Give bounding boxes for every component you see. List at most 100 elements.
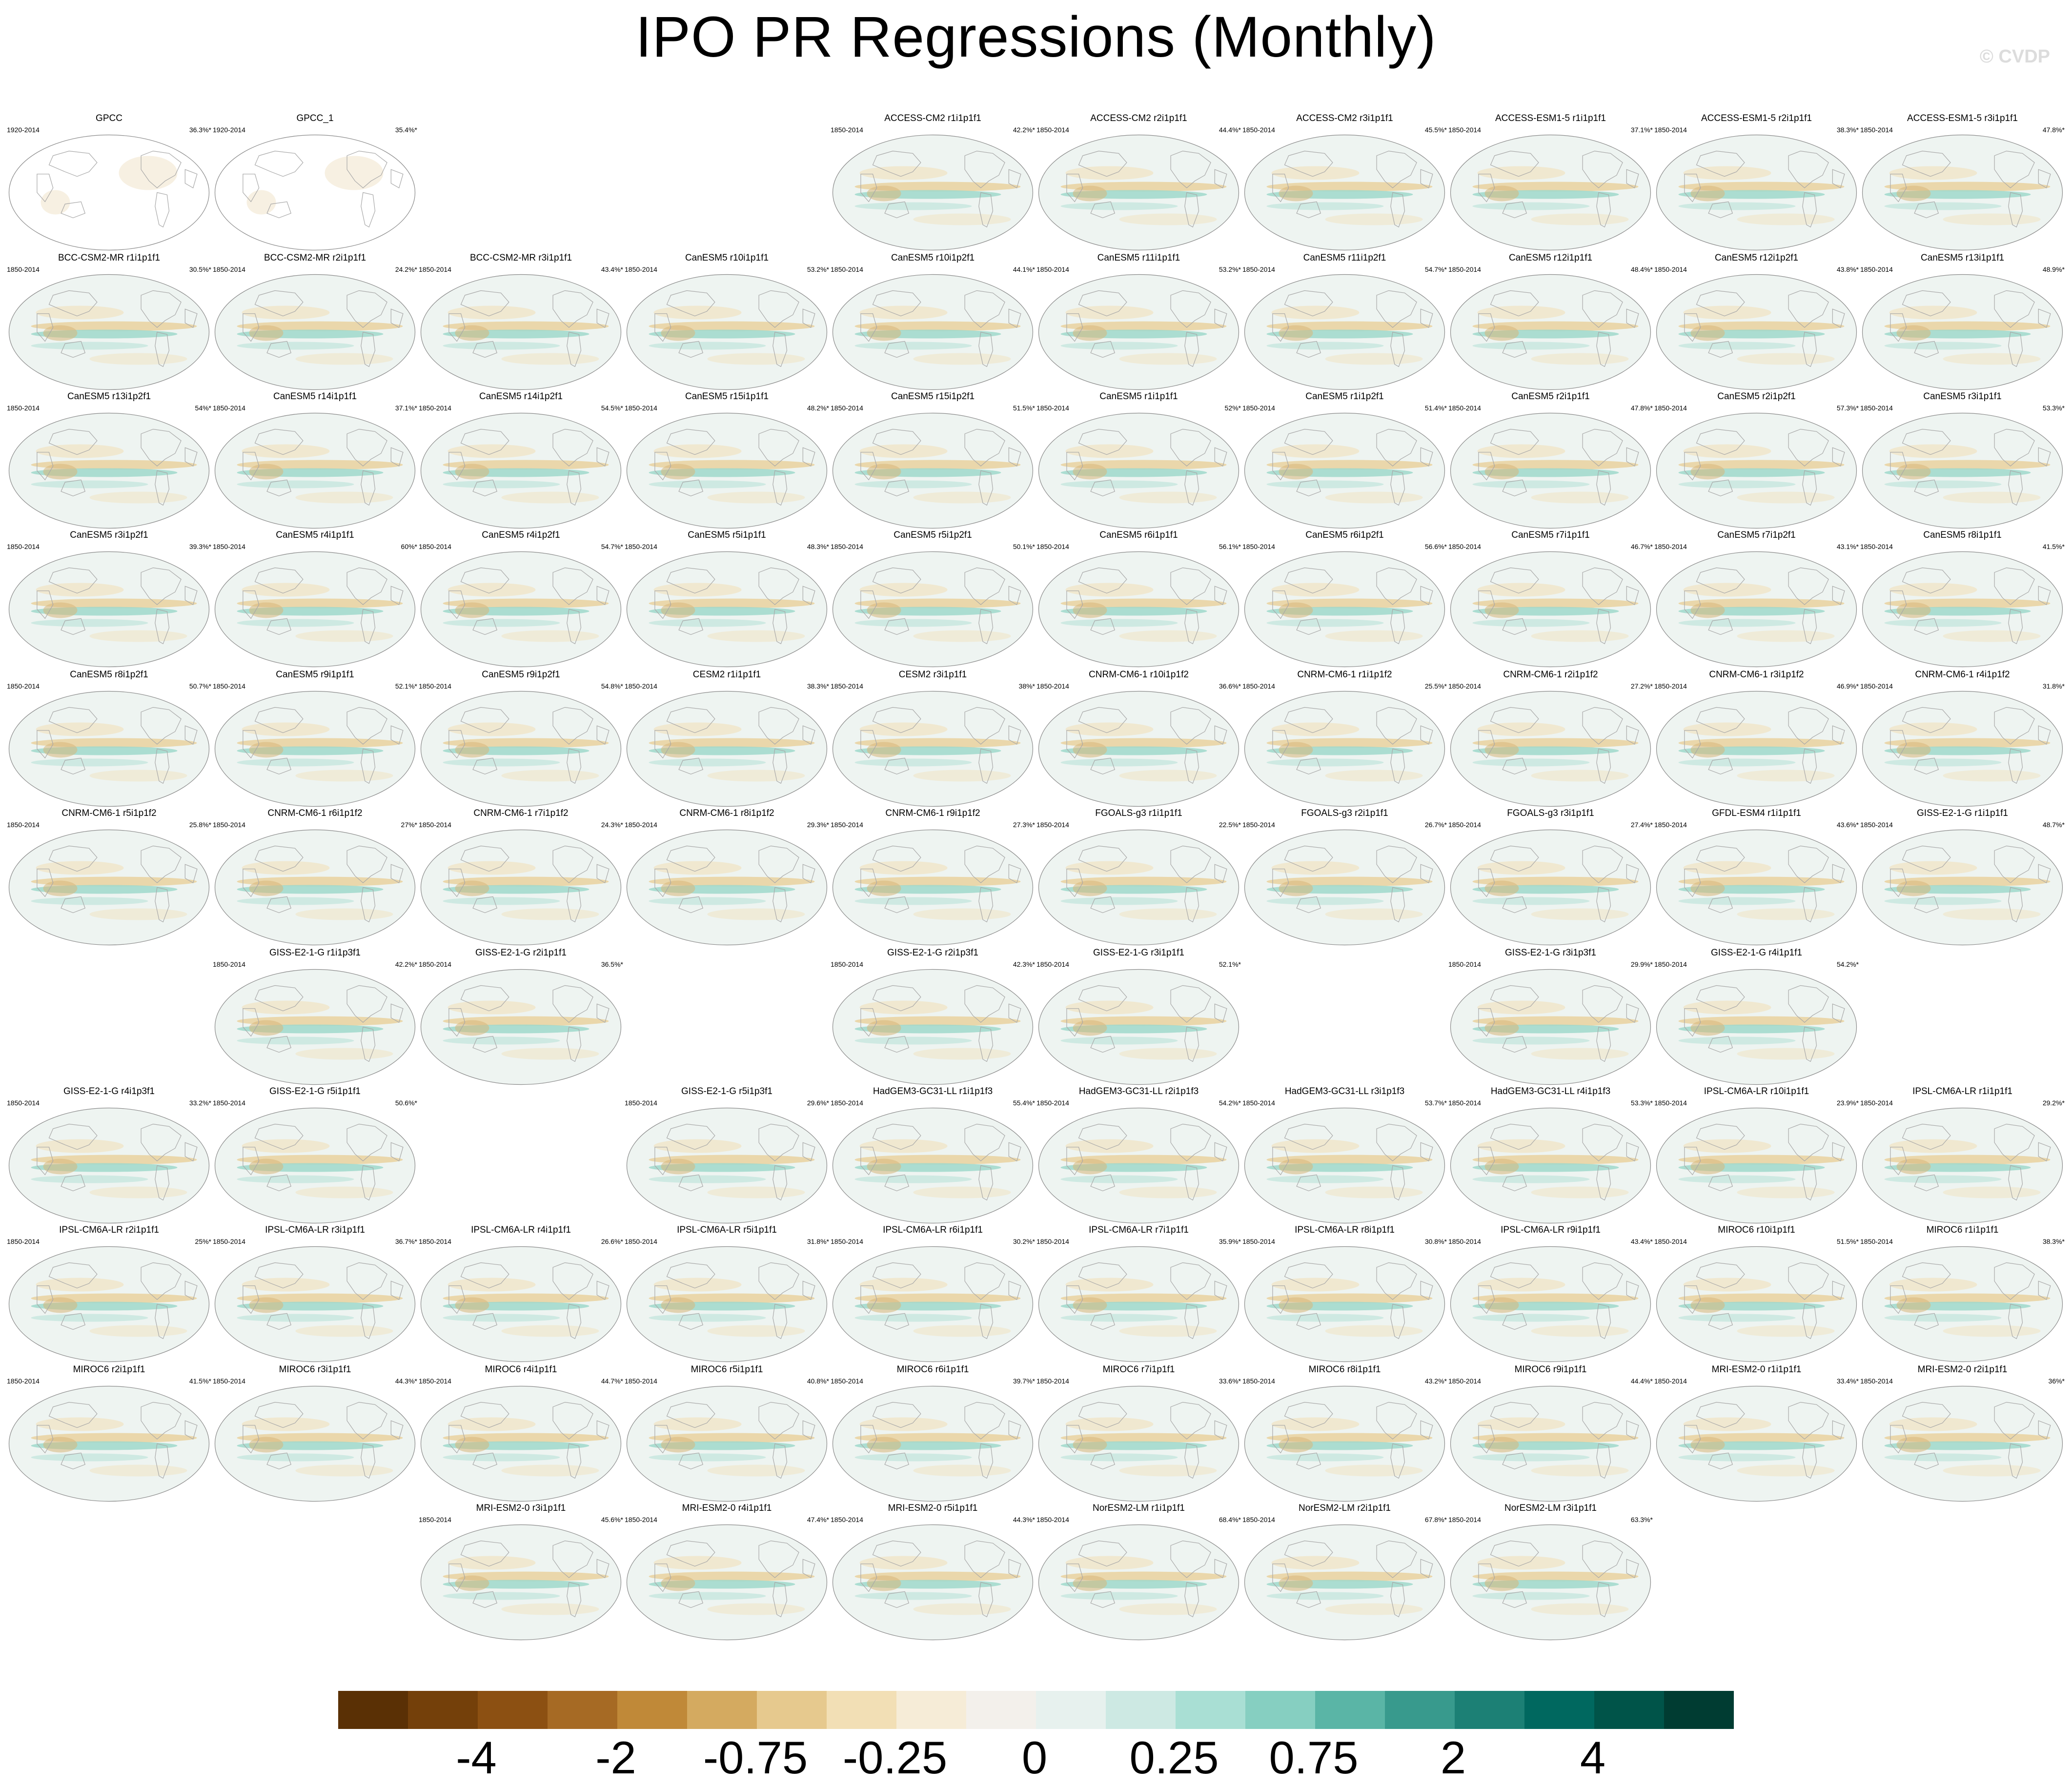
- map-panel: CanESM5 r8i1p2f1 1850-2014 50.7%*: [6, 670, 212, 809]
- panel-variance-pct: 53.7%*: [1424, 1099, 1447, 1107]
- map-panel: CanESM5 r15i1p2f1 1850-2014 51.5%*: [830, 391, 1036, 530]
- panel-title: IPSL-CM6A-LR r2i1p1f1: [59, 1225, 159, 1235]
- panel-title: MIROC6 r1i1p1f1: [1926, 1225, 1999, 1235]
- panel-years: 1850-2014: [1036, 1238, 1069, 1245]
- panel-title: CanESM5 r3i1p2f1: [70, 530, 148, 540]
- colorbar-swatch: [1036, 1691, 1106, 1729]
- panel-years: 1850-2014: [1860, 543, 1893, 550]
- panel-title: CNRM-CM6-1 r6i1p1f2: [267, 808, 363, 818]
- globe-map: [1038, 1246, 1239, 1362]
- panel-title: CanESM5 r12i1p1f1: [1508, 253, 1593, 263]
- map-panel: ACCESS-ESM1-5 r3i1p1f1 1850-2014 47.8%*: [1859, 113, 2066, 252]
- panel-title: CESM2 r1i1p1f1: [692, 670, 761, 680]
- panel-variance-pct: 38.3%*: [807, 682, 829, 690]
- map-panel: IPSL-CM6A-LR r9i1p1f1 1850-2014 43.4%*: [1447, 1225, 1654, 1364]
- globe-map: [8, 274, 210, 390]
- panel-years: 1850-2014: [1242, 1099, 1275, 1107]
- panel-variance-pct: 43.1%*: [1836, 543, 1859, 550]
- panel-variance-pct: 29.6%*: [807, 1099, 829, 1107]
- panel-years: 1850-2014: [213, 1377, 245, 1385]
- globe-map: [8, 412, 210, 529]
- map-panel: MRI-ESM2-0 r4i1p1f1 1850-2014 47.4%*: [624, 1503, 830, 1642]
- globe-map: [8, 1246, 210, 1362]
- map-panel: HadGEM3-GC31-LL r2i1p1f3 1850-2014 54.2%*: [1036, 1086, 1242, 1225]
- map-panel: GISS-E2-1-G r2i1p1f1 1850-2014 36.5%*: [418, 948, 624, 1087]
- map-panel: CanESM5 r10i1p2f1 1850-2014 44.1%*: [830, 253, 1036, 392]
- panel-title: CanESM5 r13i1p2f1: [67, 391, 151, 402]
- panel-years: 1850-2014: [419, 682, 451, 690]
- panel-title: MRI-ESM2-0 r2i1p1f1: [1917, 1364, 2008, 1375]
- globe-map: [1038, 969, 1239, 1085]
- panel-title: FGOALS-g3 r2i1p1f1: [1301, 808, 1388, 818]
- panel-title: CanESM5 r5i1p2f1: [894, 530, 972, 540]
- panel-variance-pct: 29.3%*: [807, 821, 829, 829]
- colorbar-swatch: [1245, 1691, 1315, 1729]
- globe-map: [832, 1107, 1034, 1224]
- panel-title: CNRM-CM6-1 r4i1p1f2: [1915, 670, 2010, 680]
- globe-map: [1038, 551, 1239, 668]
- panel-title: GISS-E2-1-G r4i1p3f1: [63, 1086, 155, 1097]
- panel-variance-pct: 44.3%*: [395, 1377, 417, 1385]
- panel-years: 1850-2014: [213, 821, 245, 829]
- globe-map: [1038, 1524, 1239, 1641]
- map-panel: GISS-E2-1-G r1i1p1f1 1850-2014 48.7%*: [1859, 808, 2066, 947]
- map-panel: CNRM-CM6-1 r2i1p1f2 1850-2014 27.2%*: [1447, 670, 1654, 809]
- globe-map: [1656, 551, 1857, 668]
- panel-variance-pct: 51.5%*: [1013, 404, 1035, 412]
- map-panel: CanESM5 r9i1p1f1 1850-2014 52.1%*: [212, 670, 418, 809]
- panel-variance-pct: 27.2%*: [1630, 682, 1653, 690]
- globe-map: [214, 829, 416, 946]
- panel-title: CanESM5 r14i1p2f1: [479, 391, 563, 402]
- panel-variance-pct: 48.2%*: [807, 404, 829, 412]
- map-panel: HadGEM3-GC31-LL r3i1p1f3 1850-2014 53.7%*: [1241, 1086, 1448, 1225]
- map-panel: MIROC6 r8i1p1f1 1850-2014 43.2%*: [1241, 1364, 1448, 1504]
- panel-title: FGOALS-g3 r1i1p1f1: [1095, 808, 1182, 818]
- panel-variance-pct: 33.6%*: [1219, 1377, 1241, 1385]
- map-panel: CanESM5 r1i1p2f1 1850-2014 51.4%*: [1241, 391, 1448, 530]
- globe-map: [1450, 1524, 1651, 1641]
- panel-variance-pct: 35.4%*: [395, 126, 417, 134]
- map-panel: IPSL-CM6A-LR r8i1p1f1 1850-2014 30.8%*: [1241, 1225, 1448, 1364]
- map-panel: BCC-CSM2-MR r2i1p1f1 1850-2014 24.2%*: [212, 253, 418, 392]
- panel-years: 1850-2014: [1654, 404, 1687, 412]
- panel-years: 1850-2014: [1036, 126, 1069, 134]
- panel-title: ACCESS-ESM1-5 r1i1p1f1: [1495, 113, 1606, 123]
- panel-title: MIROC6 r3i1p1f1: [279, 1364, 351, 1375]
- panel-variance-pct: 54%*: [195, 404, 211, 412]
- panel-variance-pct: 31.8%*: [2042, 682, 2065, 690]
- globe-map: [214, 412, 416, 529]
- cvdp-credit: © CVDP: [1979, 46, 2050, 67]
- panel-title: CanESM5 r15i1p2f1: [891, 391, 975, 402]
- map-panel: CanESM5 r13i1p1f1 1850-2014 48.9%*: [1859, 253, 2066, 392]
- colorbar-swatch: [1594, 1691, 1664, 1729]
- panel-variance-pct: 44.1%*: [1013, 265, 1035, 273]
- panel-title: GISS-E2-1-G r2i1p1f1: [475, 948, 567, 958]
- panel-years: 1850-2014: [1654, 543, 1687, 550]
- colorbar-tick-label: -0.25: [842, 1732, 948, 1783]
- panel-variance-pct: 25.8%*: [189, 821, 211, 829]
- panel-title: CanESM5 r12i1p2f1: [1714, 253, 1799, 263]
- panel-variance-pct: 56.1%*: [1219, 543, 1241, 550]
- map-panel: IPSL-CM6A-LR r3i1p1f1 1850-2014 36.7%*: [212, 1225, 418, 1364]
- globe-map: [1450, 969, 1651, 1085]
- panel-years: 1850-2014: [1242, 1377, 1275, 1385]
- map-panel: GISS-E2-1-G r3i1p3f1 1850-2014 29.9%*: [1447, 948, 1654, 1087]
- globe-map: [1450, 551, 1651, 668]
- globe-map: [1038, 829, 1239, 946]
- panel-variance-pct: 24.3%*: [601, 821, 623, 829]
- panel-variance-pct: 47.8%*: [2042, 126, 2065, 134]
- globe-map: [8, 134, 210, 251]
- map-panel: CanESM5 r8i1p1f1 1850-2014 41.5%*: [1859, 530, 2066, 669]
- panel-years: 1850-2014: [625, 1516, 657, 1524]
- panel-years: 1850-2014: [831, 126, 863, 134]
- map-panel: GISS-E2-1-G r5i1p1f1 1850-2014 50.6%*: [212, 1086, 418, 1225]
- panel-years: 1850-2014: [419, 265, 451, 273]
- panel-years: 1850-2014: [1242, 682, 1275, 690]
- panel-variance-pct: 45.5%*: [1424, 126, 1447, 134]
- globe-map: [1244, 1246, 1445, 1362]
- panel-title: HadGEM3-GC31-LL r1i1p1f3: [873, 1086, 993, 1097]
- panel-title: CNRM-CM6-1 r3i1p1f2: [1709, 670, 1804, 680]
- panel-years: 1850-2014: [1448, 404, 1481, 412]
- globe-map: [1862, 551, 2063, 668]
- globe-map: [1656, 412, 1857, 529]
